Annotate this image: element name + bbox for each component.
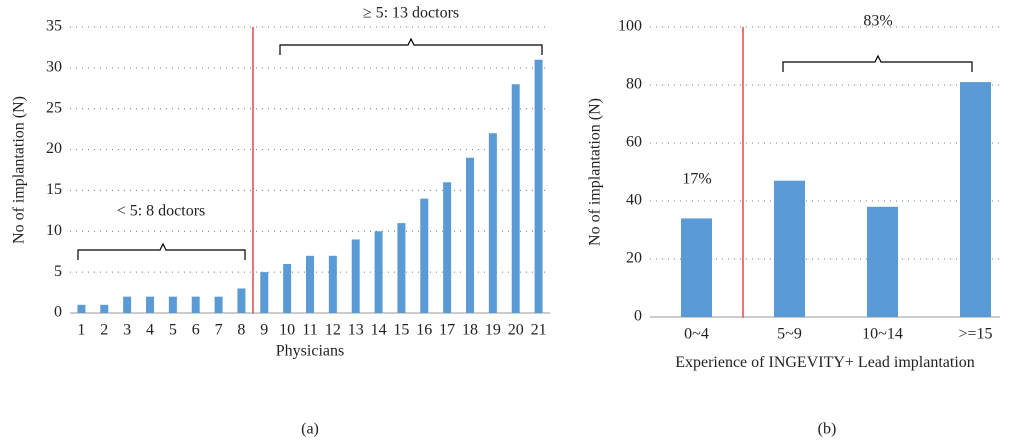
x-tick-label: 11 bbox=[302, 322, 317, 339]
bar bbox=[77, 304, 86, 313]
x-tick-label: 15 bbox=[393, 322, 409, 339]
y-tick-label: 20 bbox=[46, 140, 62, 157]
x-axis-label: Experience of INGEVITY+ Lead implantatio… bbox=[675, 354, 975, 371]
y-tick-label: 35 bbox=[46, 18, 62, 35]
bar bbox=[420, 198, 429, 313]
y-tick-label: 30 bbox=[46, 59, 62, 76]
brace bbox=[782, 54, 973, 72]
bar bbox=[123, 296, 132, 313]
x-tick-label: 5~9 bbox=[777, 326, 802, 343]
y-tick-label: 5 bbox=[54, 263, 62, 280]
caption: (a) bbox=[301, 421, 319, 438]
bar bbox=[867, 206, 898, 317]
x-tick-label: 4 bbox=[146, 322, 154, 339]
caption: (b) bbox=[818, 421, 837, 438]
y-tick-label: 40 bbox=[626, 192, 642, 209]
x-tick-label: 7 bbox=[215, 322, 223, 339]
x-tick-label: 10 bbox=[279, 322, 295, 339]
x-tick-label: 13 bbox=[348, 322, 364, 339]
bar bbox=[681, 218, 712, 317]
bar bbox=[100, 304, 109, 313]
bar bbox=[466, 157, 474, 313]
x-tick-label: 14 bbox=[371, 322, 387, 339]
y-tick-label: 0 bbox=[634, 308, 642, 325]
y-axis-label: No of implantation (N) bbox=[11, 96, 28, 244]
x-tick-label: 0~4 bbox=[684, 326, 709, 343]
y-tick-label: 10 bbox=[46, 222, 62, 239]
bar bbox=[374, 231, 383, 313]
bar bbox=[283, 263, 292, 313]
x-tick-label: 5 bbox=[169, 322, 177, 339]
bar bbox=[774, 180, 805, 317]
bar bbox=[168, 296, 177, 313]
x-tick-label: 10~14 bbox=[862, 326, 903, 343]
annotation: ≥ 5: 13 doctors bbox=[363, 5, 459, 22]
bar bbox=[328, 255, 337, 313]
y-tick-label: 60 bbox=[626, 134, 642, 151]
x-tick-label: 20 bbox=[508, 322, 524, 339]
brace bbox=[279, 37, 543, 55]
brace bbox=[77, 242, 246, 260]
bar bbox=[443, 182, 452, 313]
y-tick-label: 25 bbox=[46, 99, 62, 116]
y-tick-label: 20 bbox=[626, 250, 642, 267]
y-tick-label: 100 bbox=[618, 18, 642, 35]
y-tick-label: 15 bbox=[46, 181, 62, 198]
x-tick-label: 18 bbox=[462, 322, 478, 339]
bar bbox=[237, 288, 246, 313]
bar bbox=[214, 296, 223, 313]
x-tick-label: 9 bbox=[260, 322, 268, 339]
y-tick-label: 80 bbox=[626, 76, 642, 93]
bar bbox=[488, 133, 497, 313]
bar bbox=[146, 296, 154, 313]
x-tick-label: 6 bbox=[192, 322, 200, 339]
y-axis-label: No of implantation (N) bbox=[587, 98, 604, 246]
bar bbox=[260, 272, 269, 313]
annotation: 83% bbox=[863, 13, 892, 30]
annotation: 17% bbox=[682, 171, 711, 188]
bar bbox=[306, 255, 314, 313]
y-tick-label: 0 bbox=[54, 304, 62, 321]
bar bbox=[191, 296, 200, 313]
x-tick-label: 12 bbox=[325, 322, 341, 339]
x-axis-label: Physicians bbox=[276, 343, 344, 360]
x-tick-label: >=15 bbox=[958, 326, 992, 343]
bar bbox=[351, 239, 360, 313]
bar bbox=[960, 82, 991, 317]
annotation: < 5: 8 doctors bbox=[117, 203, 206, 220]
x-tick-label: 16 bbox=[416, 322, 432, 339]
x-tick-label: 17 bbox=[439, 322, 455, 339]
x-tick-label: 2 bbox=[100, 322, 108, 339]
x-tick-label: 19 bbox=[485, 322, 501, 339]
bar bbox=[534, 59, 543, 313]
x-tick-label: 21 bbox=[531, 322, 547, 339]
x-tick-label: 3 bbox=[123, 322, 131, 339]
bar bbox=[397, 223, 406, 313]
bar bbox=[511, 84, 520, 313]
x-tick-label: 8 bbox=[237, 322, 245, 339]
x-tick-label: 1 bbox=[77, 322, 85, 339]
